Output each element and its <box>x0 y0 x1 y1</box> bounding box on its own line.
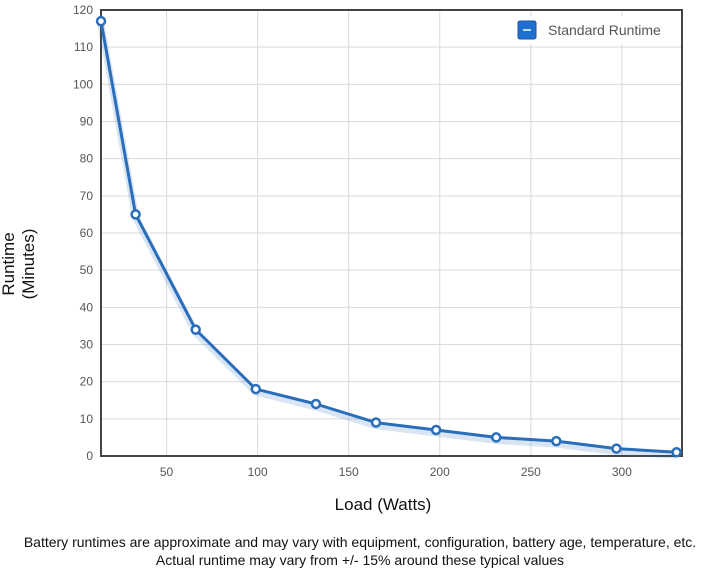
y-tick-label: 110 <box>74 40 93 54</box>
y-tick-label: 10 <box>80 412 94 426</box>
y-tick-label: 40 <box>80 300 94 314</box>
data-point <box>95 15 107 27</box>
y-axis-title: Runtime (Minutes) <box>0 229 38 300</box>
y-tick-label: 30 <box>80 338 94 352</box>
plot-border <box>100 9 683 457</box>
y-axis-title-line: (Minutes) <box>19 229 38 300</box>
disclaimer-line-1: Battery runtimes are approximate and may… <box>23 534 697 550</box>
y-axis-title-line: Runtime <box>0 232 18 295</box>
legend: Standard Runtime <box>508 16 676 44</box>
y-axis: 0 10 20 30 40 50 60 70 80 90 100 110 120 <box>73 3 93 463</box>
y-tick-label: 70 <box>80 189 94 203</box>
x-tick-label: 300 <box>612 465 632 479</box>
x-tick-label: 200 <box>430 465 450 479</box>
y-tick-label: 90 <box>80 115 94 129</box>
y-tick-label: 50 <box>80 263 94 277</box>
x-tick-label: 150 <box>339 465 359 479</box>
x-tick-label: 100 <box>248 465 268 479</box>
data-point <box>310 398 322 410</box>
data-point <box>611 443 622 454</box>
runtime-chart: 50 100 150 200 250 300 0 10 20 30 40 50 60 70 80 90 100… <box>0 3 683 514</box>
series-layer <box>95 15 682 459</box>
y-tick-label: 0 <box>86 449 93 463</box>
y-tick-label: 60 <box>80 226 94 240</box>
x-axis: 50 100 150 200 250 300 <box>160 465 632 479</box>
data-point <box>250 383 262 395</box>
data-point <box>130 209 141 220</box>
data-point <box>551 435 562 447</box>
y-tick-label: 100 <box>73 77 93 91</box>
legend-label: Standard Runtime <box>548 22 661 38</box>
data-point <box>430 424 442 436</box>
x-axis-title: Load (Watts) <box>335 495 432 514</box>
plot-area <box>100 9 683 457</box>
x-tick-label: 50 <box>160 465 174 479</box>
data-point <box>190 324 201 335</box>
data-point <box>671 447 682 458</box>
y-tick-label: 80 <box>80 152 94 166</box>
data-point <box>370 417 382 428</box>
data-point <box>490 432 502 443</box>
x-tick-label: 250 <box>521 465 541 479</box>
disclaimer-line-2: Actual runtime may vary from +/- 15% aro… <box>155 552 565 568</box>
y-tick-label: 120 <box>73 3 93 17</box>
y-tick-label: 20 <box>80 375 94 389</box>
